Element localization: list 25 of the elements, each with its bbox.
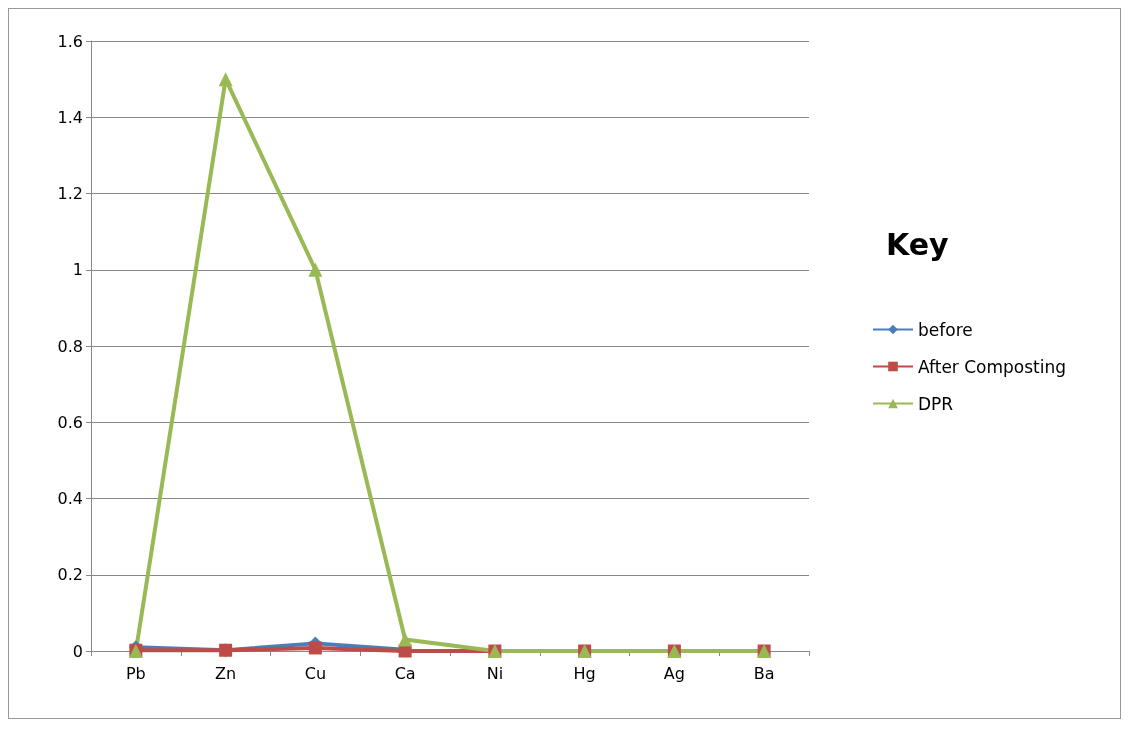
legend-label: before [918,319,973,340]
y-tick-label: 0.2 [57,565,83,585]
y-tick-label: 0.4 [57,489,83,508]
x-tick-label: Ca [394,663,416,683]
y-tick-label: 1.6 [57,31,83,51]
legend-label: After Composting [918,356,1067,377]
legend-label: DPR [918,393,954,414]
x-tick-label: Ba [753,663,775,683]
legend-title: Key [886,226,950,262]
point [218,72,233,87]
x-tick-label: Zn [215,663,237,683]
x-tick-label: Pb [125,663,146,683]
y-tick-label: 1.2 [57,184,83,203]
x-tick-label: Ag [663,663,685,683]
y-tick-label: 0.6 [57,412,83,432]
y-tick-label: 1.4 [57,107,83,127]
x-tick-label: Cu [304,663,327,683]
point [308,641,322,655]
point [398,632,413,647]
x-tick-label: Hg [573,663,596,683]
y-tick-label: 0.8 [57,336,83,356]
y-tick-label: 1 [72,260,83,280]
x-tick-label: Ni [486,663,504,683]
y-tick-label: 0 [72,641,83,661]
point [308,262,323,277]
